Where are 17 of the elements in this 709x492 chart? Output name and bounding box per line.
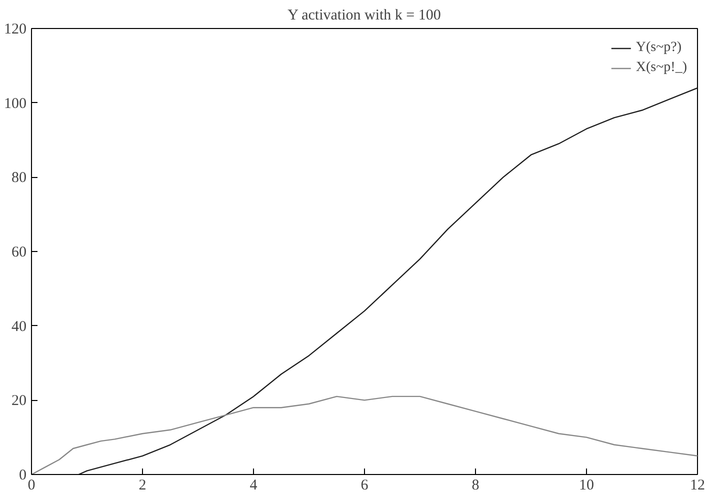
x-tick-label: 0 (28, 478, 36, 492)
y-tick-label: 40 (12, 318, 26, 335)
x-tick-label: 4 (250, 478, 258, 492)
line-series (78, 87, 698, 474)
x-tick-label: 2 (138, 478, 146, 492)
y-tick-label: 60 (12, 244, 26, 260)
x-tick-label: 8 (472, 478, 480, 492)
legend-label: Y(s~p?) (636, 40, 682, 56)
legend-label: X(s~p!_) (636, 60, 687, 76)
y-tick-label: 120 (4, 22, 26, 38)
x-tick-label: 6 (360, 478, 369, 492)
y-tick-label: 100 (4, 96, 26, 112)
chart-title: Y activation with k = 100 (288, 8, 441, 24)
y-tick-label: 80 (12, 170, 26, 186)
x-tick-label: 10 (579, 478, 594, 492)
y-tick-label: 20 (12, 393, 26, 410)
x-tick-label: 12 (690, 478, 705, 492)
